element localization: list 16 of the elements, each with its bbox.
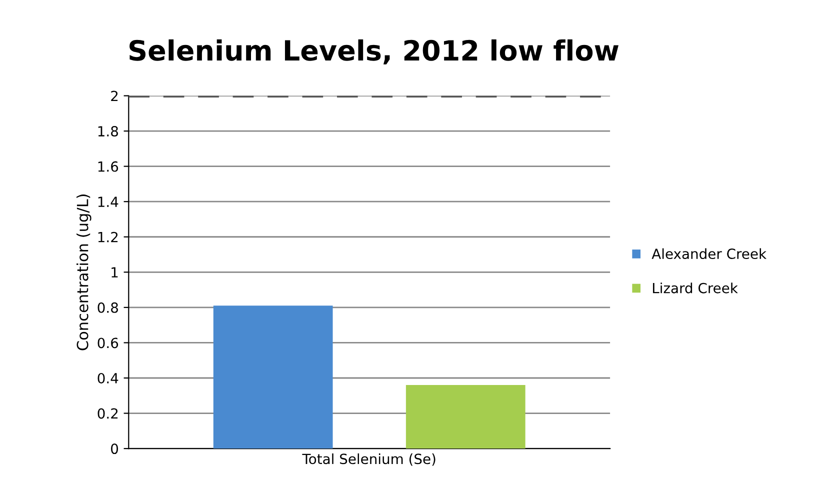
y-tick-label: 1.2 — [98, 232, 118, 242]
y-tick-label: 0.4 — [98, 372, 118, 384]
y-tick-label: 0.8 — [98, 302, 118, 313]
y-tick-label: 1.6 — [98, 161, 118, 172]
legend-label: Lizard Creek — [652, 282, 738, 294]
y-tick-label: 1 — [112, 267, 118, 278]
y-tick-label: 1.8 — [98, 126, 118, 137]
y-axis-title: Concentration (ug/L) — [76, 194, 92, 350]
legend-label: Alexander Creek — [652, 248, 766, 260]
x-tick-label: Total Selenium (Se) — [302, 453, 436, 466]
y-tick-label: 0 — [111, 444, 118, 454]
chart-title: Selenium Levels, 2012 low flow — [130, 39, 618, 64]
y-tick-label: 2 — [111, 90, 118, 102]
y-tick-label: 0.6 — [98, 338, 118, 348]
y-tick-label: 0.2 — [98, 408, 118, 419]
y-tick-label: 1.4 — [98, 196, 118, 207]
